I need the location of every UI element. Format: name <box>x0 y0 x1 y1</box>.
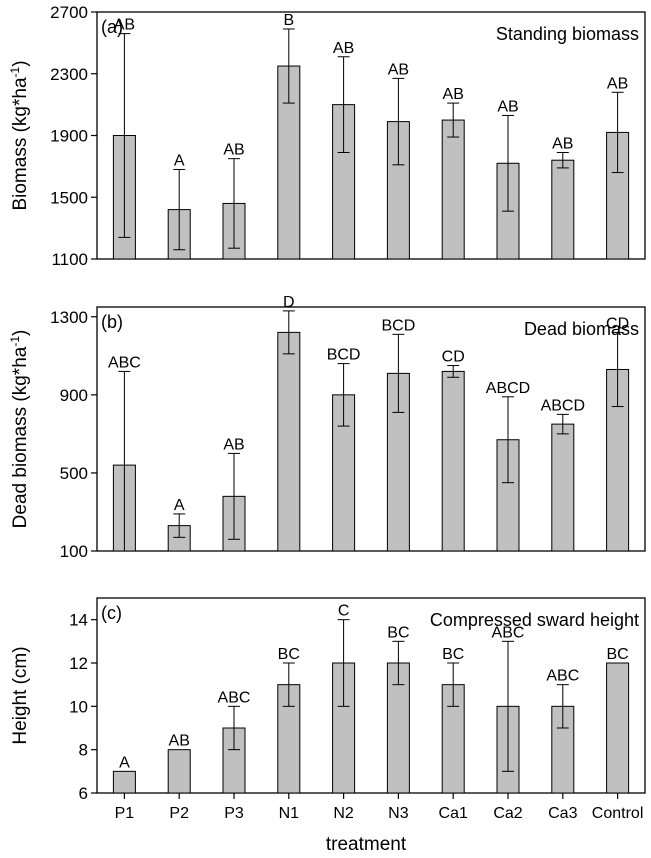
chart-panel: 68101214AP1ABP2ABCP3BCN1CN2BCN3BCCa1ABCC… <box>10 597 646 822</box>
significance-letter: BCD <box>382 317 416 334</box>
y-tick-label: 100 <box>60 542 88 561</box>
significance-letter: AB <box>607 75 628 92</box>
bar <box>277 331 301 552</box>
significance-letter: AB <box>497 98 518 115</box>
significance-letter: BC <box>442 646 464 663</box>
y-tick-label: 2300 <box>50 65 88 84</box>
significance-letter: AB <box>169 733 190 750</box>
panel-label: (a) <box>101 17 123 37</box>
y-tick-label: 12 <box>69 654 88 673</box>
y-tick-label: 1500 <box>50 188 88 207</box>
y-tick-label: 6 <box>79 784 88 803</box>
significance-letter: AB <box>552 135 573 152</box>
significance-letter: C <box>338 603 350 620</box>
y-tick-label: 1100 <box>51 250 88 269</box>
panel-title: Compressed sward height <box>430 610 639 630</box>
y-tick-label: 500 <box>60 464 88 483</box>
significance-letter: A <box>119 754 130 771</box>
y-tick-label: 2700 <box>50 3 88 22</box>
x-tick-label: Ca3 <box>548 805 577 822</box>
chart-panel: 11001500190023002700ABAABBABABABABABAB(a… <box>8 3 646 269</box>
panel-title: Standing biomass <box>496 24 639 44</box>
significance-letter: A <box>174 497 185 514</box>
significance-letter: AB <box>333 40 354 57</box>
significance-letter: AB <box>223 142 244 159</box>
bar <box>441 370 465 552</box>
significance-letter: B <box>283 12 294 29</box>
significance-letter: BC <box>387 624 409 641</box>
significance-letter: A <box>174 152 185 169</box>
bar <box>112 770 136 794</box>
significance-letter: ABC <box>492 624 525 641</box>
panel-label: (b) <box>101 312 123 332</box>
panel-title: Dead biomass <box>524 319 639 339</box>
significance-letter: BC <box>606 646 628 663</box>
x-tick-label: Control <box>592 805 644 822</box>
bar <box>441 119 465 260</box>
x-tick-label: P2 <box>169 805 189 822</box>
significance-letter: AB <box>388 61 409 78</box>
bar <box>551 423 575 552</box>
chart-panel: 100 500 900 1300 ABC A AB D BCD BCD CD ABCD ABCD CD (b… <box>8 294 646 561</box>
y-axis-label: Biomass (kg*ha-1) <box>8 60 31 210</box>
panel-label: (c) <box>101 603 122 623</box>
x-tick-label: N2 <box>333 805 354 822</box>
significance-letter: ABC <box>108 354 141 371</box>
y-tick-label: 10 <box>69 697 88 716</box>
significance-letter: BCD <box>327 347 361 364</box>
x-tick-label: Ca1 <box>439 805 468 822</box>
significance-letter: ABCD <box>541 397 585 414</box>
y-axis-label: Dead biomass (kg*ha-1) <box>8 330 31 529</box>
x-tick-label: P1 <box>115 805 135 822</box>
y-tick-label: 900 <box>60 386 88 405</box>
x-tick-label: N3 <box>388 805 409 822</box>
bar <box>551 159 575 260</box>
y-axis-label: Height (cm) <box>10 646 31 744</box>
y-tick-label: 14 <box>69 611 88 630</box>
plot-frame <box>96 306 646 552</box>
significance-letter: ABC <box>218 689 251 706</box>
x-tick-label: Ca2 <box>493 805 522 822</box>
y-tick-label: 1300 <box>50 308 88 327</box>
significance-letter: ABC <box>546 668 579 685</box>
y-tick-label: 1900 <box>50 127 88 146</box>
significance-letter: BC <box>278 646 300 663</box>
y-tick-label: 8 <box>79 741 88 760</box>
significance-letter: AB <box>443 86 464 103</box>
significance-letter: CD <box>606 315 629 332</box>
significance-letter: D <box>283 294 295 311</box>
x-axis-label: treatment <box>326 834 407 855</box>
x-tick-label: P3 <box>224 805 244 822</box>
significance-letter: AB <box>223 436 244 453</box>
significance-letter: AB <box>114 17 135 34</box>
significance-letter: ABCD <box>486 380 530 397</box>
x-tick-label: N1 <box>279 805 300 822</box>
plot-frame <box>96 597 646 794</box>
significance-letter: CD <box>442 349 465 366</box>
bar <box>167 749 191 794</box>
bar <box>606 662 630 794</box>
